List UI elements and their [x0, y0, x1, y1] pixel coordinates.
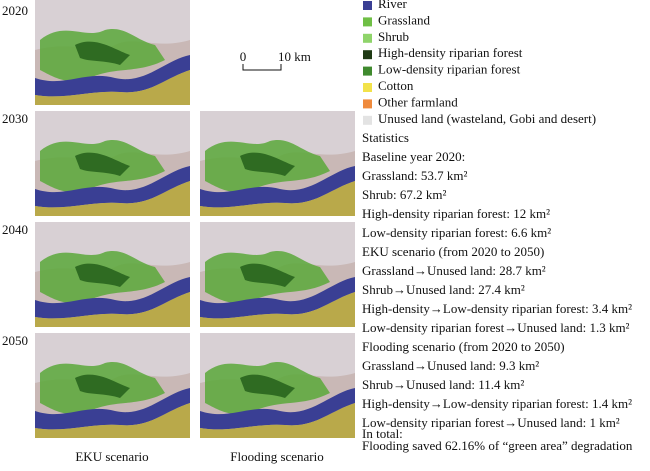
legend-swatch — [363, 50, 372, 60]
statistic-line: High-density→Low-density riparian forest… — [362, 396, 632, 411]
year-label: 2050 — [2, 333, 28, 348]
map — [35, 111, 190, 216]
section-heading: EKU scenario (from 2020 to 2050) — [362, 244, 544, 259]
section-heading: Baseline year 2020: — [362, 149, 465, 164]
map-grid — [35, 0, 355, 438]
map — [200, 333, 355, 438]
column-label: Flooding scenario — [230, 449, 324, 464]
year-label: 2020 — [2, 3, 28, 18]
statistic-line: Shrub→Unused land: 27.4 km² — [362, 282, 525, 297]
statistic-line: Low-density riparian forest: 6.6 km² — [362, 225, 551, 240]
statistic-line: Grassland→Unused land: 28.7 km² — [362, 263, 546, 278]
legend-label: Grassland — [378, 12, 430, 27]
scale-start: 0 — [240, 49, 247, 64]
map — [35, 222, 190, 327]
legend-swatch — [363, 115, 372, 125]
map — [35, 0, 190, 105]
statistics: Statistics Baseline year 2020: Grassland: … — [362, 130, 633, 453]
scale-end: 10 km — [278, 49, 311, 64]
year-label: 2040 — [2, 222, 28, 237]
statistic-line: Grassland→Unused land: 9.3 km² — [362, 358, 539, 373]
statistics-title: Statistics — [362, 130, 409, 145]
map — [200, 111, 355, 216]
section-heading: In total: — [362, 426, 403, 441]
map — [35, 333, 190, 438]
year-label: 2030 — [2, 111, 28, 126]
legend-swatch — [363, 1, 372, 10]
legend-label: High-density riparian forest — [378, 45, 523, 60]
legend-label: Other farmland — [378, 94, 458, 109]
column-label: EKU scenario — [75, 449, 148, 464]
map — [200, 222, 355, 327]
legend-label: Unused land (wasteland, Gobi and desert) — [378, 111, 596, 126]
statistic-line: High-density riparian forest: 12 km² — [362, 206, 550, 221]
statistic-line: Flooding saved 62.16% of “green area” de… — [362, 438, 633, 453]
statistic-line: Shrub→Unused land: 11.4 km² — [362, 377, 524, 392]
legend-label: River — [378, 0, 408, 11]
legend-label: Cotton — [378, 78, 414, 93]
legend-swatch — [363, 17, 372, 27]
statistic-line: Shrub: 67.2 km² — [362, 187, 447, 202]
statistic-line: Low-density riparian forest→Unused land:… — [362, 320, 630, 335]
statistic-line: Grassland: 53.7 km² — [362, 168, 467, 183]
legend-swatch — [363, 83, 372, 92]
scale-line — [242, 64, 282, 71]
statistic-line: High-density→Low-density riparian forest… — [362, 301, 632, 316]
legend-swatch — [363, 33, 372, 43]
legend-label: Low-density riparian forest — [378, 62, 521, 77]
section-heading: Flooding scenario (from 2020 to 2050) — [362, 339, 565, 354]
legend-swatch — [363, 66, 372, 76]
legend-label: Shrub — [378, 29, 409, 44]
legend-swatch — [363, 99, 372, 109]
statistic-line: Low-density riparian forest→Unused land:… — [362, 415, 620, 430]
scale-bar: 0 10 km — [240, 49, 311, 71]
